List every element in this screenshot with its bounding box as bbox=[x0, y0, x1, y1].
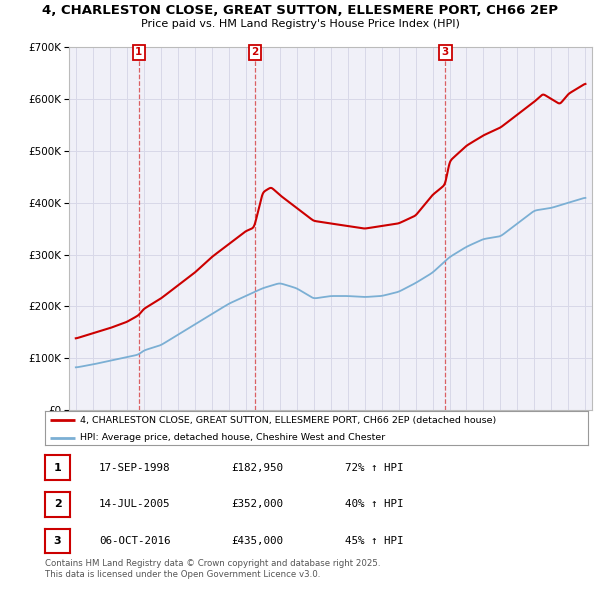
Text: 2: 2 bbox=[251, 47, 259, 57]
Text: 40% ↑ HPI: 40% ↑ HPI bbox=[345, 500, 404, 509]
Text: £182,950: £182,950 bbox=[231, 463, 283, 473]
Text: 1: 1 bbox=[135, 47, 142, 57]
Text: 06-OCT-2016: 06-OCT-2016 bbox=[99, 536, 170, 546]
Text: 4, CHARLESTON CLOSE, GREAT SUTTON, ELLESMERE PORT, CH66 2EP (detached house): 4, CHARLESTON CLOSE, GREAT SUTTON, ELLES… bbox=[80, 416, 497, 425]
Text: 3: 3 bbox=[442, 47, 449, 57]
Text: 4, CHARLESTON CLOSE, GREAT SUTTON, ELLESMERE PORT, CH66 2EP: 4, CHARLESTON CLOSE, GREAT SUTTON, ELLES… bbox=[42, 4, 558, 17]
Text: £352,000: £352,000 bbox=[231, 500, 283, 509]
Text: 72% ↑ HPI: 72% ↑ HPI bbox=[345, 463, 404, 473]
Text: 17-SEP-1998: 17-SEP-1998 bbox=[99, 463, 170, 473]
Text: This data is licensed under the Open Government Licence v3.0.: This data is licensed under the Open Gov… bbox=[45, 571, 320, 579]
Text: 45% ↑ HPI: 45% ↑ HPI bbox=[345, 536, 404, 546]
Text: 3: 3 bbox=[54, 536, 61, 546]
Text: 1: 1 bbox=[54, 463, 61, 473]
Text: HPI: Average price, detached house, Cheshire West and Chester: HPI: Average price, detached house, Ches… bbox=[80, 434, 386, 442]
Text: Price paid vs. HM Land Registry's House Price Index (HPI): Price paid vs. HM Land Registry's House … bbox=[140, 19, 460, 29]
Text: 2: 2 bbox=[54, 500, 61, 509]
Text: Contains HM Land Registry data © Crown copyright and database right 2025.: Contains HM Land Registry data © Crown c… bbox=[45, 559, 380, 568]
Text: £435,000: £435,000 bbox=[231, 536, 283, 546]
Text: 14-JUL-2005: 14-JUL-2005 bbox=[99, 500, 170, 509]
